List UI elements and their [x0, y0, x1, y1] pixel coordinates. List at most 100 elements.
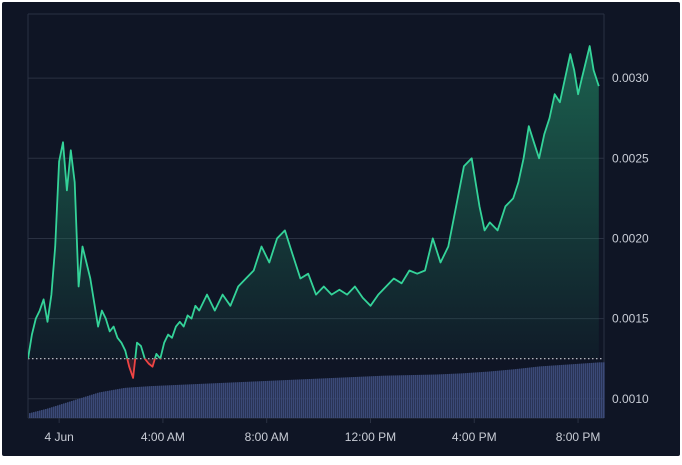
- volume-bar: [135, 387, 137, 418]
- volume-bar: [289, 379, 291, 418]
- volume-bar: [39, 410, 41, 418]
- volume-bar: [563, 364, 565, 418]
- volume-bar: [193, 384, 195, 418]
- volume-bar: [601, 362, 603, 418]
- volume-bar: [279, 380, 281, 418]
- y-axis-ticks: 0.0010 0.0015 0.0020 0.0025 0.0030: [612, 71, 649, 406]
- volume-bar: [523, 368, 525, 418]
- volume-bar: [355, 376, 357, 418]
- volume-bar: [255, 381, 257, 418]
- volume-bar: [123, 388, 125, 418]
- volume-bar: [189, 384, 191, 418]
- volume-bar: [585, 363, 587, 418]
- volume-bar: [209, 383, 211, 418]
- volume-bar: [387, 375, 389, 418]
- volume-bar: [359, 376, 361, 418]
- volume-bar: [307, 379, 309, 418]
- volume-bar: [487, 371, 489, 418]
- volume-bar: [545, 365, 547, 418]
- volume-bar: [527, 367, 529, 418]
- volume-bar: [299, 379, 301, 418]
- volume-bar: [525, 367, 527, 418]
- volume-bar: [231, 382, 233, 418]
- x-tick-label: 4:00 PM: [452, 430, 497, 444]
- volume-bar: [257, 381, 259, 418]
- volume-bar: [543, 366, 545, 418]
- volume-bar: [541, 366, 543, 418]
- volume-bar: [325, 378, 327, 418]
- volume-bar: [43, 409, 45, 418]
- volume-bar: [581, 363, 583, 418]
- volume-bar: [323, 378, 325, 418]
- volume-bar: [589, 363, 591, 418]
- volume-bar: [551, 365, 553, 418]
- x-axis-ticks: 4 Jun 4:00 AM 8:00 AM 12:00 PM 4:00 PM 8:00 P…: [44, 418, 600, 444]
- volume-bar: [549, 365, 551, 418]
- volume-bar: [275, 380, 277, 418]
- volume-bar: [57, 405, 59, 418]
- volume-bar: [351, 377, 353, 418]
- volume-bar: [165, 385, 167, 418]
- volume-bar: [339, 377, 341, 418]
- volume-bar: [85, 396, 87, 418]
- volume-bar: [253, 381, 255, 418]
- y-tick-label: 0.0015: [612, 312, 649, 326]
- volume-bar: [235, 382, 237, 418]
- volume-bar: [133, 387, 135, 418]
- volume-bar: [533, 367, 535, 418]
- volume-bar: [353, 377, 355, 418]
- volume-bar: [75, 399, 77, 418]
- volume-bar: [515, 369, 517, 418]
- volume-bar: [397, 375, 399, 418]
- volume-bar: [63, 403, 65, 418]
- volume-bar: [475, 372, 477, 418]
- volume-bar: [173, 385, 175, 418]
- volume-bar: [47, 408, 49, 418]
- volume-bar: [427, 374, 429, 418]
- volume-bar: [439, 374, 441, 418]
- volume-bar: [59, 404, 61, 418]
- volume-bar: [125, 387, 127, 418]
- volume-bar: [223, 382, 225, 418]
- volume-bar: [531, 367, 533, 418]
- volume-bar: [205, 383, 207, 418]
- volume-bar: [185, 384, 187, 418]
- volume-bar: [261, 381, 263, 418]
- volume-bar: [587, 363, 589, 418]
- volume-bar: [593, 362, 595, 418]
- volume-bar: [603, 362, 605, 418]
- x-tick-label: 8:00 AM: [245, 430, 289, 444]
- volume-bar: [501, 370, 503, 418]
- volume-bar: [471, 372, 473, 418]
- volume-bar: [169, 385, 171, 418]
- volume-bar: [329, 378, 331, 418]
- volume-bar: [131, 387, 133, 418]
- volume-bar: [567, 364, 569, 418]
- volume-bar: [405, 375, 407, 418]
- volume-bar: [153, 385, 155, 418]
- volume-bar: [437, 374, 439, 418]
- volume-bar: [117, 389, 119, 418]
- volume-bar: [497, 370, 499, 418]
- volume-bar: [247, 381, 249, 418]
- price-line: [28, 45, 600, 379]
- volume-bar: [511, 369, 513, 418]
- volume-bar: [31, 412, 33, 418]
- volume-bar: [343, 377, 345, 418]
- volume-bar: [37, 411, 39, 418]
- volume-bar: [251, 381, 253, 418]
- volume-bar: [83, 397, 85, 418]
- volume-bar: [361, 376, 363, 418]
- volume-bar: [537, 366, 539, 418]
- price-area-fill: [28, 46, 599, 359]
- volume-bar: [187, 384, 189, 418]
- volume-bar: [321, 378, 323, 418]
- volume-bar: [423, 374, 425, 418]
- volume-bar: [33, 412, 35, 418]
- volume-bar: [195, 384, 197, 418]
- volume-bar: [161, 385, 163, 418]
- volume-bar: [277, 380, 279, 418]
- volume-bar: [95, 393, 97, 418]
- volume-bar: [443, 374, 445, 418]
